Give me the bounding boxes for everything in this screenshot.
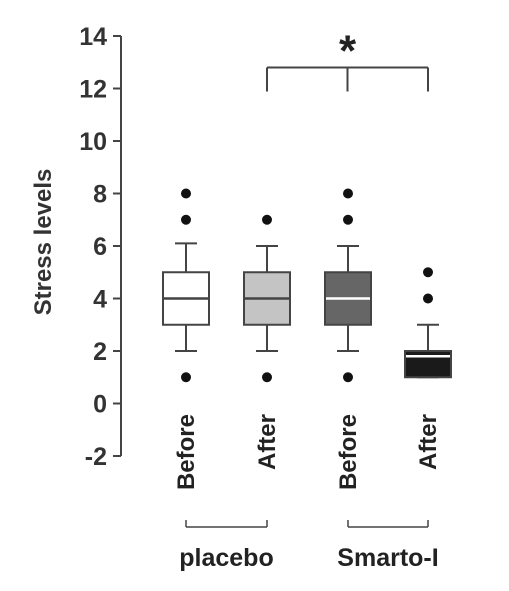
category-label: After [415, 414, 442, 470]
category-label: After [254, 414, 281, 470]
box-plots [162, 188, 452, 383]
outlier-point [181, 214, 191, 225]
box-4 [404, 267, 452, 379]
y-tick-label: 2 [93, 338, 107, 366]
box-3 [324, 188, 372, 383]
y-tick-label: 12 [79, 76, 107, 104]
outlier-point [343, 214, 353, 225]
box-1 [162, 188, 210, 383]
group-label: Smarto-I [337, 544, 438, 572]
y-tick-label: 8 [93, 181, 107, 209]
outlier-point [262, 372, 272, 383]
outlier-point [262, 214, 272, 225]
category-labels: Before After Before After [173, 414, 442, 490]
outlier-point [423, 293, 433, 304]
group-label: placebo [179, 544, 273, 572]
category-label: Before [335, 414, 362, 490]
y-tick-label: 6 [93, 233, 107, 261]
outlier-point [181, 372, 191, 383]
outlier-point [423, 267, 433, 278]
outlier-point [343, 372, 353, 383]
y-axis-title: Stress levels [30, 169, 57, 316]
box-iqr [404, 350, 452, 379]
y-axis: 14 12 10 8 6 4 2 0 -2 [79, 23, 122, 471]
significance-star: * [339, 27, 357, 76]
y-tick-label: 0 [93, 391, 107, 419]
group-labels: placebo Smarto-I [179, 520, 439, 572]
category-label: Before [173, 414, 200, 490]
y-tick-label: 14 [79, 23, 107, 51]
outlier-point [343, 188, 353, 199]
outlier-point [181, 188, 191, 199]
significance-bracket: * [266, 27, 429, 92]
box-2 [243, 214, 291, 383]
y-tick-label: 4 [93, 286, 107, 314]
y-tick-label: 10 [79, 128, 107, 156]
y-tick-label: -2 [85, 443, 107, 471]
